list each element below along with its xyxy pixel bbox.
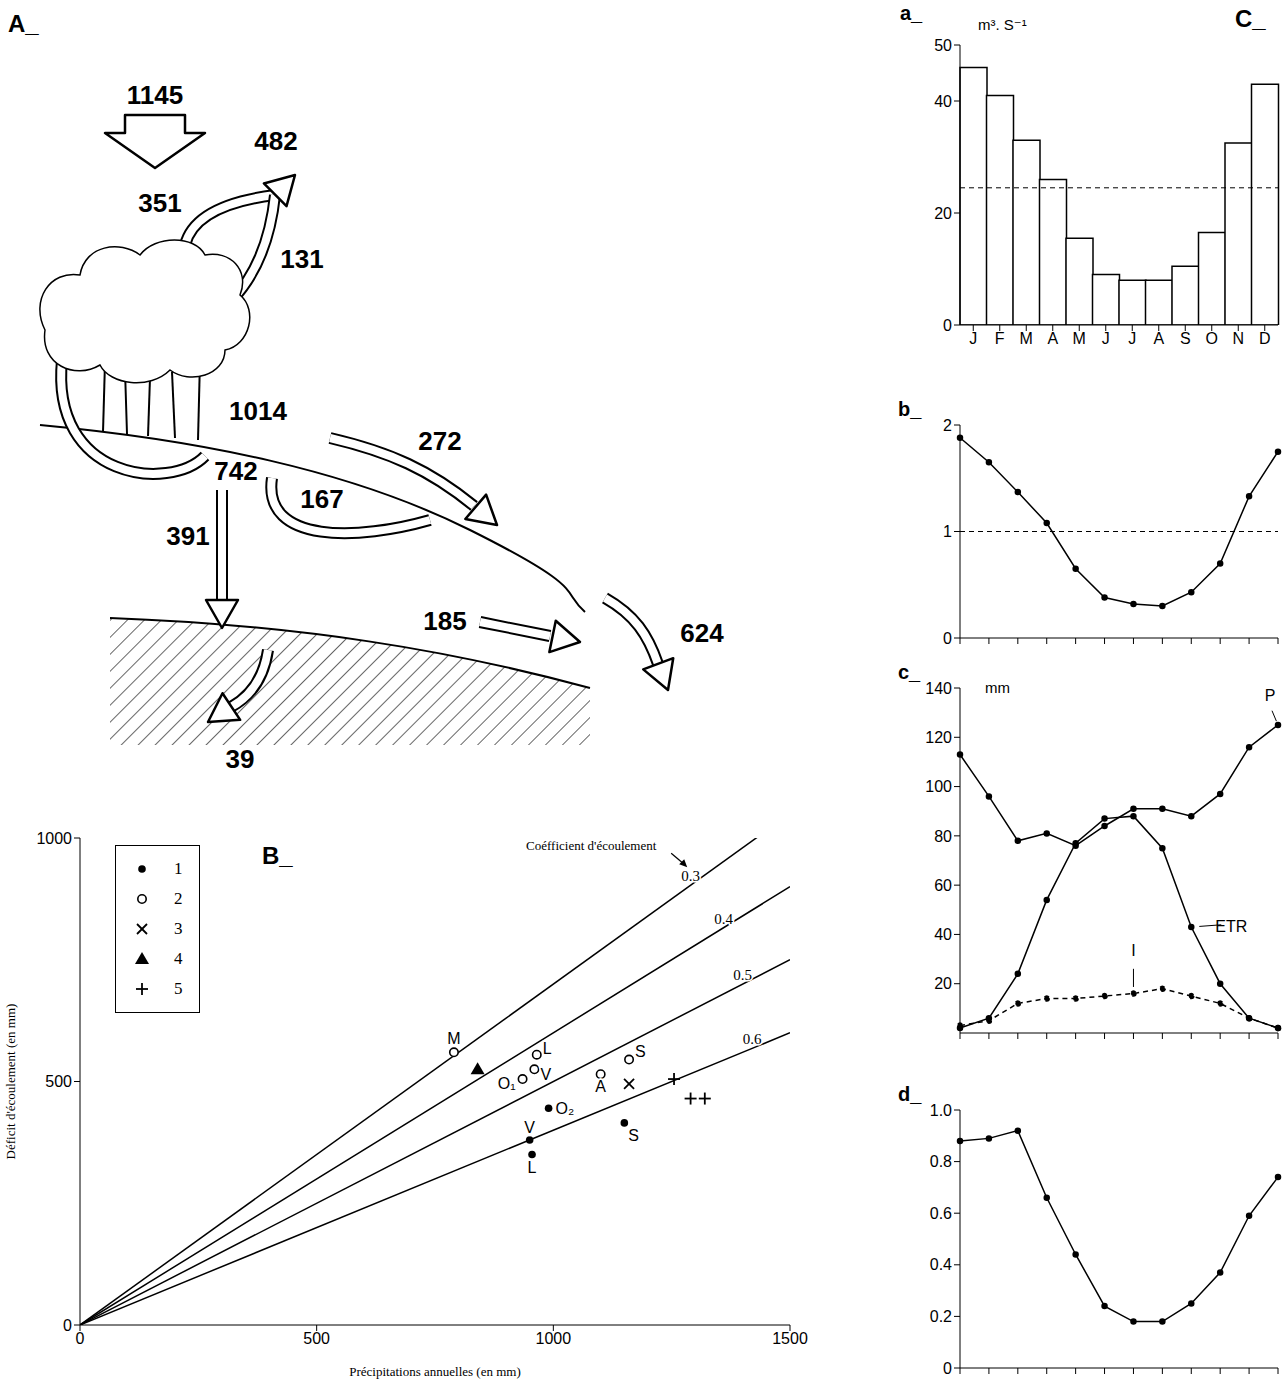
svg-text:20: 20 [934, 975, 952, 992]
svg-text:39: 39 [226, 744, 255, 774]
svg-text:120: 120 [925, 729, 952, 746]
svg-text:1000: 1000 [536, 1330, 572, 1347]
svg-text:391: 391 [166, 521, 209, 551]
html-text:m³. S⁻¹: m³. S⁻¹ [978, 16, 1027, 33]
svg-text:0: 0 [943, 1360, 952, 1377]
html-text:1: 1 [174, 859, 183, 878]
html-text:c_: c_ [898, 661, 921, 683]
svg-text:2: 2 [943, 417, 952, 434]
svg-text:167: 167 [300, 484, 343, 514]
svg-text:0.5: 0.5 [733, 967, 752, 983]
svg-text:Coéfficient d'écoulement: Coéfficient d'écoulement [526, 838, 657, 853]
svg-text:J: J [969, 330, 977, 347]
svg-text:Déficit d'écoulement (en mm): Déficit d'écoulement (en mm) [3, 1004, 18, 1160]
html-text:2: 2 [174, 889, 183, 908]
svg-text:0.4: 0.4 [714, 911, 733, 927]
svg-text:0.8: 0.8 [930, 1153, 952, 1170]
html-text:B_: B_ [262, 842, 293, 869]
html-text:a_: a_ [900, 2, 923, 24]
svg-text:A: A [1047, 330, 1058, 347]
svg-text:M: M [447, 1030, 460, 1047]
svg-text:20: 20 [934, 205, 952, 222]
svg-text:A: A [1153, 330, 1164, 347]
svg-text:624: 624 [680, 618, 724, 648]
svg-text:P: P [1265, 687, 1276, 704]
svg-text:0.3: 0.3 [681, 868, 700, 884]
svg-text:J: J [1102, 330, 1110, 347]
svg-text:0: 0 [943, 317, 952, 334]
svg-text:60: 60 [934, 877, 952, 894]
svg-text:500: 500 [45, 1073, 72, 1090]
svg-text:ETR: ETR [1215, 918, 1247, 935]
html-text:mm: mm [985, 679, 1010, 696]
svg-text:A_: A_ [8, 10, 39, 37]
svg-text:O: O [1206, 330, 1218, 347]
svg-text:V: V [524, 1119, 535, 1136]
svg-text:131: 131 [280, 244, 323, 274]
svg-text:40: 40 [934, 93, 952, 110]
svg-text:0.6: 0.6 [930, 1205, 952, 1222]
svg-text:1014: 1014 [229, 396, 287, 426]
svg-text:1.0: 1.0 [930, 1102, 952, 1119]
svg-text:0.6: 0.6 [743, 1031, 762, 1047]
svg-text:S: S [635, 1043, 646, 1060]
svg-text:100: 100 [925, 778, 952, 795]
svg-text:J: J [1128, 330, 1136, 347]
svg-text:0: 0 [63, 1317, 72, 1334]
svg-text:742: 742 [214, 456, 257, 486]
html-text:b_: b_ [898, 398, 922, 420]
svg-text:140: 140 [925, 680, 952, 697]
svg-text:L: L [528, 1159, 537, 1176]
html-text:3: 3 [174, 919, 183, 938]
svg-text:F: F [995, 330, 1005, 347]
svg-text:1000: 1000 [36, 830, 72, 847]
svg-text:1145: 1145 [127, 80, 183, 110]
svg-text:N: N [1232, 330, 1244, 347]
svg-text:351: 351 [138, 188, 181, 218]
svg-text:1500: 1500 [772, 1330, 808, 1347]
svg-text:M: M [1020, 330, 1033, 347]
html-text:C_: C_ [1235, 5, 1266, 32]
html-text:d_: d_ [898, 1083, 922, 1105]
svg-text:482: 482 [254, 126, 297, 156]
html-text:4: 4 [174, 949, 183, 968]
svg-text:L: L [543, 1040, 552, 1057]
svg-text:0: 0 [76, 1330, 85, 1347]
svg-text:Précipitations annuelles (en m: Précipitations annuelles (en mm) [349, 1364, 520, 1379]
svg-text:185: 185 [423, 606, 466, 636]
svg-text:D: D [1259, 330, 1271, 347]
svg-text:S: S [628, 1127, 639, 1144]
svg-text:0.2: 0.2 [930, 1308, 952, 1325]
svg-text:M: M [1073, 330, 1086, 347]
html-text:5: 5 [174, 979, 183, 998]
svg-text:0: 0 [943, 630, 952, 647]
svg-text:I: I [1131, 942, 1135, 959]
svg-text:O₂: O₂ [556, 1100, 575, 1117]
svg-text:0.4: 0.4 [930, 1256, 952, 1273]
svg-text:80: 80 [934, 828, 952, 845]
svg-text:50: 50 [934, 37, 952, 54]
svg-text:A: A [595, 1078, 606, 1095]
svg-text:500: 500 [303, 1330, 330, 1347]
svg-text:O₁: O₁ [498, 1075, 516, 1092]
svg-text:1: 1 [943, 523, 952, 540]
svg-text:V: V [540, 1066, 551, 1083]
svg-text:S: S [1180, 330, 1191, 347]
svg-text:272: 272 [418, 426, 461, 456]
svg-text:40: 40 [934, 926, 952, 943]
